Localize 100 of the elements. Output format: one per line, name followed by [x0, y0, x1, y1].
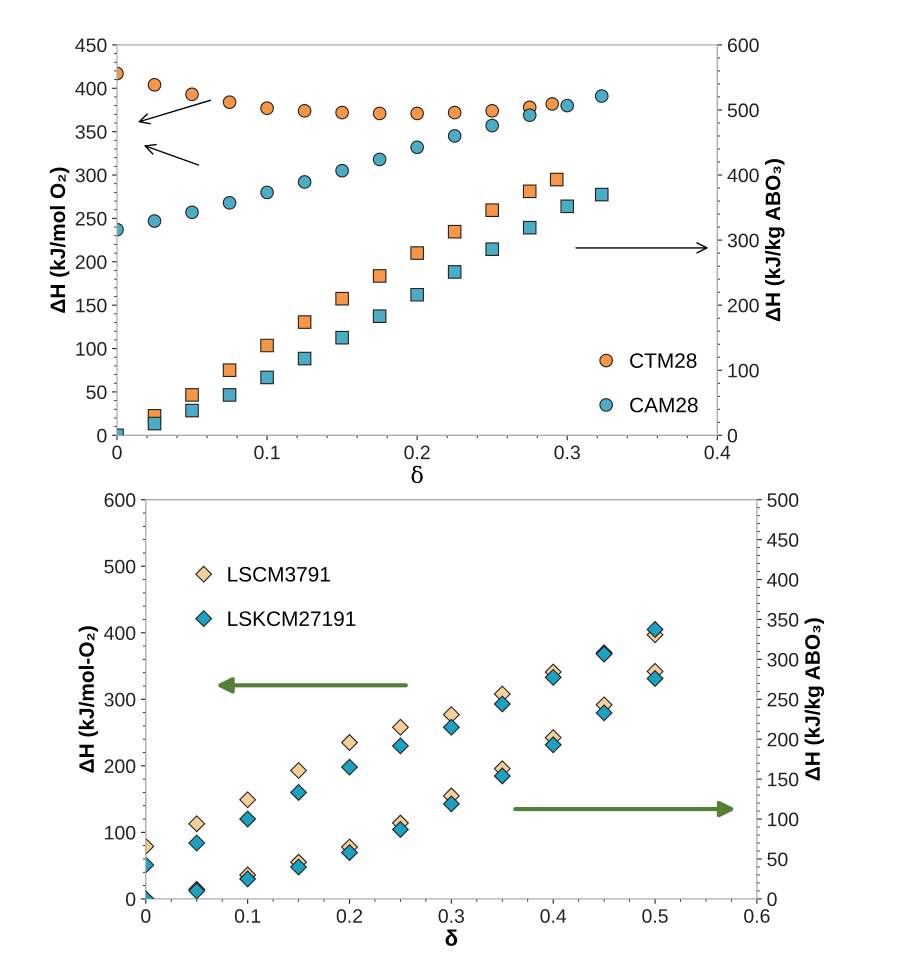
point [646, 670, 664, 687]
point [372, 106, 386, 120]
point [448, 106, 462, 120]
y2-tick-label: 50 [767, 852, 788, 866]
legend-label: CAM28 [630, 398, 698, 412]
y2-tick-label: 500 [728, 103, 759, 118]
point [544, 736, 562, 754]
y-tick-label: 500 [104, 560, 136, 574]
y2-tick-label: 250 [768, 692, 798, 707]
y-tick-label: 100 [105, 826, 136, 840]
y2-tick-label: 450 [767, 533, 798, 547]
y2-tick-label: 100 [768, 812, 798, 826]
point [372, 152, 386, 166]
point [222, 196, 236, 210]
point [372, 269, 386, 283]
point [298, 315, 312, 329]
point [550, 172, 564, 186]
y-tick-label: 350 [76, 125, 107, 139]
y2-tick-label: 150 [768, 772, 798, 786]
point [372, 309, 386, 324]
point [148, 78, 162, 92]
y-tick-label: 150 [76, 298, 107, 312]
y2-tick-label: 0 [767, 892, 777, 906]
point [485, 118, 499, 132]
point [148, 416, 162, 430]
point [494, 768, 511, 784]
legend-label: CTM28 [630, 353, 696, 368]
point [290, 762, 307, 779]
y2-axis-title: ΔH (kJ/kg ABO₃) [765, 159, 785, 322]
point [222, 95, 236, 109]
point [188, 834, 206, 852]
point [594, 188, 609, 202]
x-tick-label: 0.4 [704, 446, 730, 460]
point [185, 88, 199, 102]
point [392, 718, 409, 736]
point [485, 104, 499, 118]
point [298, 104, 312, 118]
y-tick-label: 250 [76, 212, 107, 226]
y-tick-label: 300 [76, 168, 107, 182]
point [410, 246, 424, 260]
y-tick-label: 200 [104, 759, 136, 774]
point [442, 795, 460, 812]
point [341, 844, 358, 861]
point [260, 370, 274, 384]
point [341, 758, 358, 776]
y2-tick-label: 200 [728, 298, 759, 312]
x-axis-title: δ [412, 466, 423, 484]
point [494, 696, 511, 712]
point [335, 164, 349, 178]
point [185, 388, 199, 402]
legend-label: LSKCM27191 [228, 611, 356, 626]
point [341, 734, 358, 751]
y2-tick-label: 100 [728, 364, 759, 378]
y-tick-label: 400 [75, 82, 107, 96]
y-tick-label: 0 [97, 428, 107, 443]
point [185, 206, 199, 220]
point [522, 108, 537, 122]
point [392, 737, 409, 754]
point [410, 106, 424, 120]
point [260, 338, 274, 352]
point [298, 175, 312, 189]
y2-tick-label: 400 [767, 573, 798, 587]
x-axis-title: δ [446, 930, 458, 946]
x-tick-label: 0.4 [540, 909, 566, 923]
point [298, 352, 312, 366]
y-tick-label: 200 [76, 255, 107, 270]
point [335, 106, 349, 120]
y-tick-label: 450 [75, 38, 107, 52]
point [239, 870, 256, 888]
point [335, 330, 349, 344]
x-tick-label: 0.3 [438, 909, 464, 923]
y-tick-label: 300 [104, 692, 136, 707]
x-tick-label: 0.3 [554, 446, 580, 460]
y-tick-label: 0 [126, 892, 136, 906]
point [260, 101, 274, 116]
point [148, 214, 162, 228]
point [596, 704, 613, 722]
y-tick-label: 400 [104, 626, 136, 640]
x-tick-label: 0.2 [404, 446, 430, 460]
point [239, 810, 256, 828]
point [185, 404, 199, 418]
point [594, 89, 609, 103]
y-tick-label: 50 [86, 385, 107, 400]
point [410, 288, 424, 302]
point [222, 363, 236, 378]
point [442, 718, 460, 736]
y2-tick-label: 300 [767, 652, 798, 667]
legend-label: LSCM3791 [228, 566, 330, 582]
y2-tick-label: 200 [768, 732, 798, 746]
point [290, 784, 307, 801]
point [522, 184, 537, 198]
y-axis-title: ΔH (kJ/mol O₂) [50, 168, 70, 313]
x-tick-label: 0 [141, 909, 150, 923]
point [646, 621, 664, 638]
point [544, 668, 562, 686]
point [560, 98, 574, 112]
y2-axis-title: ΔH (kJ/kg ABO₃) [804, 618, 824, 780]
point [260, 186, 274, 200]
y2-tick-label: 0 [728, 428, 738, 443]
point [392, 821, 409, 838]
